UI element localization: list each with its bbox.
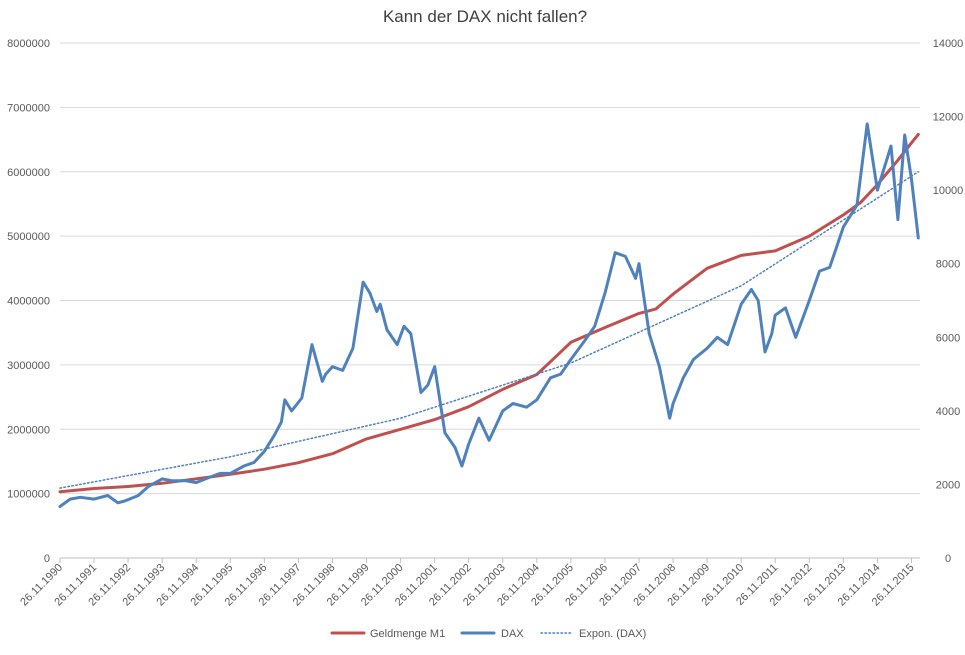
left-y-tick-label: 8000000 [7, 38, 50, 50]
left-y-tick-label: 1000000 [7, 489, 50, 501]
left-y-tick-label: 3000000 [7, 360, 50, 372]
series-lines [58, 122, 920, 508]
right-y-tick-label: 0 [945, 553, 951, 565]
legend-item[interactable]: Geldmenge M1 [330, 628, 445, 640]
left-y-tick-label: 6000000 [7, 167, 50, 179]
left-y-tick-label: 4000000 [7, 296, 50, 308]
left-y-tick-label: 2000000 [7, 424, 50, 436]
legend-label: DAX [501, 628, 524, 640]
legend-item[interactable]: DAX [460, 628, 524, 640]
chart-title: Kann der DAX nicht fallen? [383, 7, 587, 26]
legend-label: Geldmenge M1 [370, 628, 445, 640]
left-y-tick-label: 0 [44, 553, 50, 565]
legend[interactable]: Geldmenge M1 DAX Expon. (DAX) [330, 628, 646, 640]
x-axis: 26.11.199026.11.199126.11.199226.11.1993… [18, 558, 917, 608]
right-y-axis: 0 2000 4000 6000 8000 10000 12000 14000 [933, 38, 964, 565]
left-y-axis: 0 1000000 2000000 3000000 4000000 5000000 6000… [7, 38, 50, 565]
gridlines [60, 42, 920, 559]
left-y-tick-label: 7000000 [7, 102, 50, 114]
right-y-tick-label: 2000 [936, 479, 960, 491]
legend-item[interactable]: Expon. (DAX) [540, 628, 646, 640]
right-y-tick-label: 4000 [936, 406, 960, 418]
right-y-tick-label: 6000 [936, 332, 960, 344]
legend-label: Expon. (DAX) [579, 628, 646, 640]
right-y-tick-label: 14000 [933, 38, 964, 50]
right-y-tick-label: 10000 [933, 185, 964, 197]
right-y-tick-label: 8000 [936, 259, 960, 271]
right-y-tick-label: 12000 [933, 112, 964, 124]
series-line-dax [58, 122, 920, 508]
series-line-expon-dax [59, 171, 920, 489]
left-y-tick-label: 5000000 [7, 231, 50, 243]
